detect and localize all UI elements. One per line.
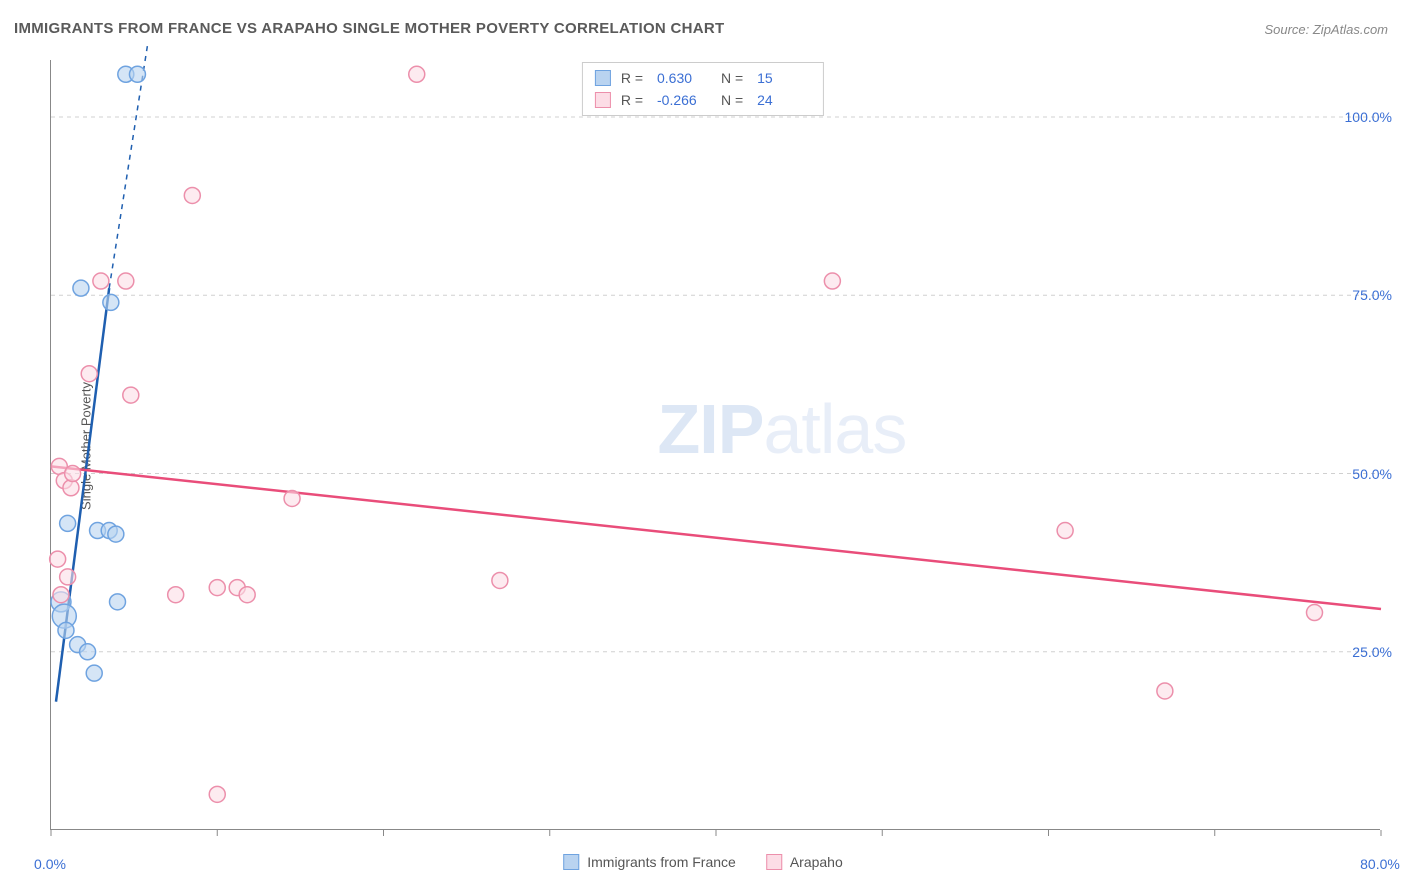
legend-label-france: Immigrants from France [587, 854, 736, 870]
n-label: N = [721, 89, 747, 111]
x-tick-label: 80.0% [1360, 856, 1400, 872]
n-label: N = [721, 67, 747, 89]
n-value-france: 15 [757, 67, 811, 89]
legend-label-arapaho: Arapaho [790, 854, 843, 870]
source-label: Source: ZipAtlas.com [1264, 22, 1388, 37]
plot-svg [51, 60, 1380, 829]
legend-item-arapaho: Arapaho [766, 854, 843, 870]
legend-swatch-france [563, 854, 579, 870]
legend-swatch-france [595, 70, 611, 86]
y-tick-label: 25.0% [1352, 644, 1392, 660]
chart-title: IMMIGRANTS FROM FRANCE VS ARAPAHO SINGLE… [14, 20, 725, 37]
plot-area: ZIPatlas [50, 60, 1380, 830]
y-tick-label: 75.0% [1352, 287, 1392, 303]
r-value-france: 0.630 [657, 67, 711, 89]
x-tick-label: 0.0% [34, 856, 66, 872]
legend-row-france: R = 0.630 N = 15 [595, 67, 811, 89]
legend-series: Immigrants from France Arapaho [563, 854, 843, 870]
y-tick-label: 50.0% [1352, 466, 1392, 482]
r-label: R = [621, 89, 647, 111]
n-value-arapaho: 24 [757, 89, 811, 111]
legend-swatch-arapaho [595, 92, 611, 108]
r-label: R = [621, 67, 647, 89]
legend-correlation: R = 0.630 N = 15 R = -0.266 N = 24 [582, 62, 824, 116]
r-value-arapaho: -0.266 [657, 89, 711, 111]
correlation-chart: IMMIGRANTS FROM FRANCE VS ARAPAHO SINGLE… [0, 0, 1406, 892]
legend-swatch-arapaho [766, 854, 782, 870]
y-tick-label: 100.0% [1345, 109, 1392, 125]
legend-item-france: Immigrants from France [563, 854, 736, 870]
legend-row-arapaho: R = -0.266 N = 24 [595, 89, 811, 111]
